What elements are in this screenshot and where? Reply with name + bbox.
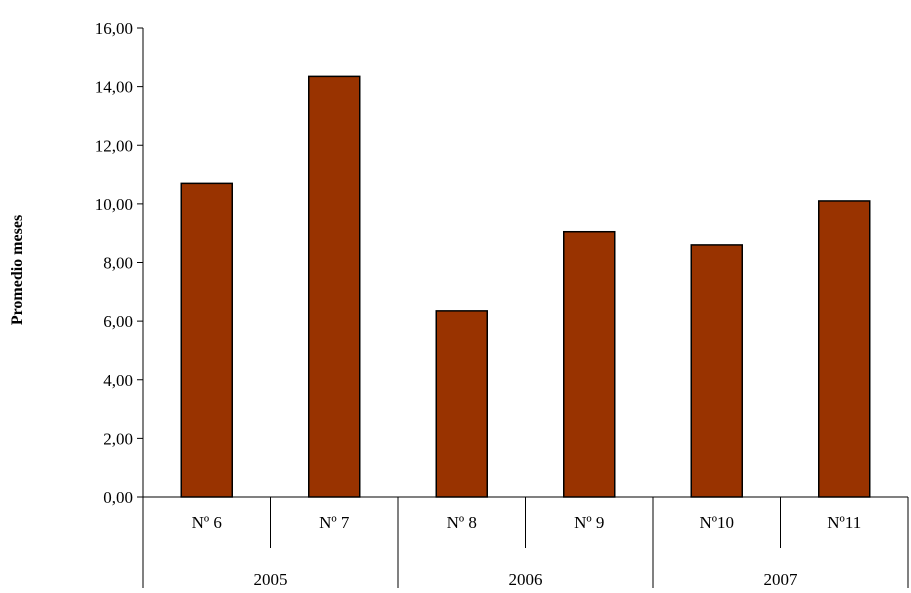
x-tick-label: Nº 8: [447, 513, 477, 532]
bar-1: [180, 182, 233, 498]
bar-5: [690, 244, 743, 498]
y-tick-label: 16,00: [95, 19, 133, 38]
y-tick-label: 4,00: [103, 371, 133, 390]
bar-4: [563, 230, 616, 498]
y-axis: 0,00 2,00 4,00 6,00 8,00 10,00 12,00 14,00 16,00: [95, 19, 144, 507]
x-tick-label: Nº11: [827, 513, 861, 532]
x-group-label: 2006: [509, 570, 543, 588]
y-tick-label: 10,00: [95, 195, 133, 214]
x-axis: Nº 6 Nº 7 Nº 8 Nº 9 Nº10 Nº11 2005 2006 2007: [137, 496, 909, 589]
x-tick-label: Nº 7: [319, 513, 350, 532]
x-group-label: 2005: [254, 570, 288, 588]
y-tick-label: 6,00: [103, 312, 133, 331]
y-tick-label: 12,00: [95, 136, 133, 155]
x-tick-label: Nº 6: [192, 513, 222, 532]
bar-3: [435, 310, 488, 498]
x-tick-label: Nº 9: [574, 513, 604, 532]
y-tick-label: 14,00: [95, 78, 133, 97]
bars: [180, 75, 871, 498]
x-group-label: 2007: [764, 570, 799, 588]
x-tick-label: Nº10: [699, 513, 734, 532]
y-tick-label: 8,00: [103, 254, 133, 273]
bar-6: [818, 200, 871, 498]
y-tick-label: 2,00: [103, 429, 133, 448]
bar-2: [308, 75, 361, 498]
y-tick-label: 0,00: [103, 488, 133, 507]
y-axis-title: Promedio meses: [9, 215, 26, 325]
